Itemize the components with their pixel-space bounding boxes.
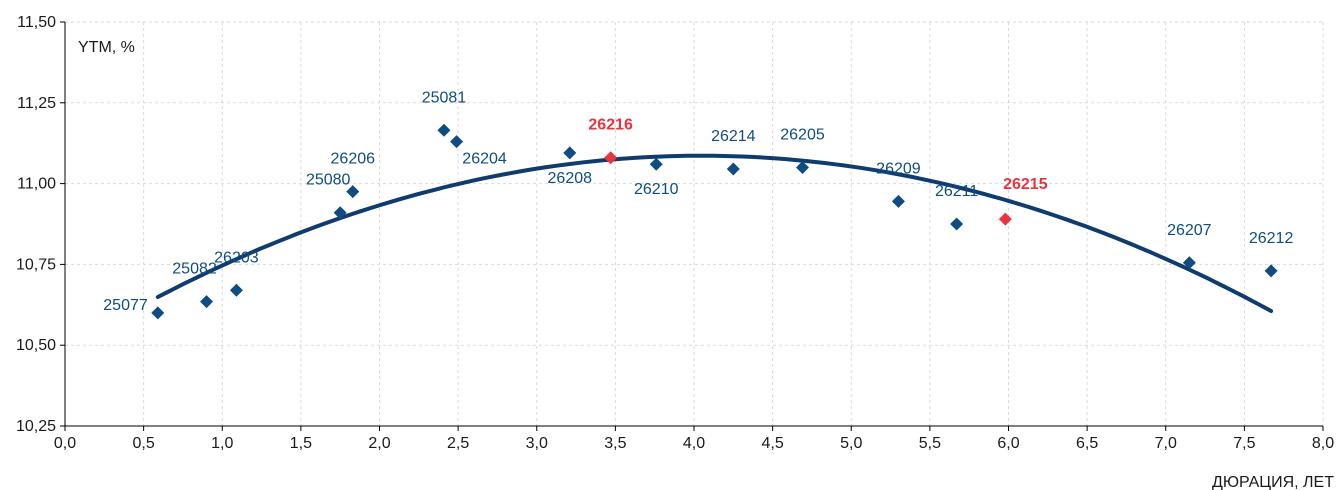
data-point-26210 xyxy=(649,157,663,171)
y-axis-title: YTM, % xyxy=(78,39,135,56)
x-tick-label: 8,0 xyxy=(1312,435,1334,452)
data-point-26204 xyxy=(450,135,464,149)
point-label-26209: 26209 xyxy=(876,160,921,177)
x-tick-label: 0,5 xyxy=(133,435,155,452)
points-layer xyxy=(151,123,1278,320)
x-tick-label: 1,0 xyxy=(211,435,233,452)
data-point-26209 xyxy=(891,194,905,208)
data-point-26216 xyxy=(604,151,618,165)
point-label-26211: 26211 xyxy=(935,183,978,200)
x-tick-label: 5,5 xyxy=(919,435,941,452)
point-label-26204: 26204 xyxy=(462,151,507,168)
point-label-25080: 25080 xyxy=(306,172,351,189)
data-point-25077 xyxy=(151,306,165,320)
point-label-26210: 26210 xyxy=(634,181,679,198)
trend-layer xyxy=(155,153,1274,313)
point-label-26205: 26205 xyxy=(780,126,825,143)
data-point-25080 xyxy=(333,206,347,220)
point-label-25077: 25077 xyxy=(103,297,148,314)
x-tick-label: 7,0 xyxy=(1155,435,1177,452)
grid xyxy=(65,21,1324,426)
point-label-26208: 26208 xyxy=(548,170,593,187)
y-tick-label: 11,25 xyxy=(17,95,56,112)
point-label-26207: 26207 xyxy=(1167,222,1212,239)
data-point-25081 xyxy=(437,123,451,137)
x-tick-label: 2,0 xyxy=(368,435,390,452)
point-label-26214: 26214 xyxy=(711,128,756,145)
x-tick-label: 6,5 xyxy=(1076,435,1098,452)
point-label-26216: 26216 xyxy=(588,117,633,134)
data-point-26215 xyxy=(998,212,1012,226)
x-tick-label: 6,0 xyxy=(997,435,1019,452)
data-point-26205 xyxy=(796,160,810,174)
x-tick-label: 0,0 xyxy=(54,435,76,452)
x-tick-label: 3,0 xyxy=(526,435,548,452)
point-label-25081: 25081 xyxy=(422,89,467,106)
data-point-26212 xyxy=(1264,264,1278,278)
x-axis-title: ДЮРАЦИЯ, ЛЕТ xyxy=(1212,474,1334,490)
point-label-26206: 26206 xyxy=(331,151,376,168)
point-label-26212: 26212 xyxy=(1249,230,1294,247)
x-tick-label: 7,5 xyxy=(1233,435,1255,452)
point-label-26215: 26215 xyxy=(1003,176,1048,193)
data-point-25082 xyxy=(200,295,214,309)
axes: 0,0 0,5 1,0 1,5 2,0 2,5 3,0 3,5 4,0 4,5 5,0 5,5 6,0 6… xyxy=(16,14,1334,452)
x-tick-label: 2,5 xyxy=(447,435,469,452)
data-point-26211 xyxy=(950,217,964,231)
trend-curve xyxy=(155,153,1274,313)
x-tick-label: 1,5 xyxy=(290,435,312,452)
data-point-26214 xyxy=(726,162,740,176)
y-tick-label: 10,50 xyxy=(16,337,56,354)
y-tick-label: 11,00 xyxy=(17,176,56,193)
y-tick-label: 10,75 xyxy=(16,256,56,273)
data-point-26208 xyxy=(563,146,577,160)
x-tick-label: 4,5 xyxy=(762,435,784,452)
x-tick-label: 5,0 xyxy=(840,435,862,452)
y-tick-label: 10,25 xyxy=(16,418,56,435)
point-label-25082: 25082 xyxy=(172,261,217,278)
data-point-26206 xyxy=(346,185,360,199)
y-tick-label: 11,50 xyxy=(17,14,56,31)
x-tick-label: 4,0 xyxy=(683,435,705,452)
data-point-26207 xyxy=(1182,256,1196,270)
point-label-26203: 26203 xyxy=(214,249,259,266)
data-point-26203 xyxy=(229,283,243,297)
x-tick-label: 3,5 xyxy=(604,435,626,452)
